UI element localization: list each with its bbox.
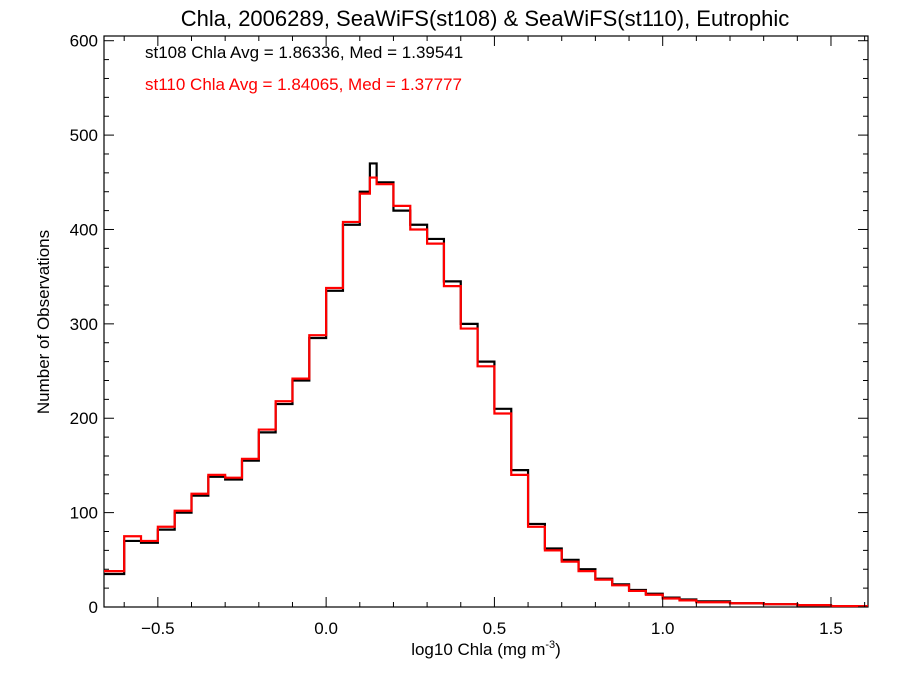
y-tick-label: 100 bbox=[70, 504, 98, 523]
chart-title: Chla, 2006289, SeaWiFS(st108) & SeaWiFS(… bbox=[181, 6, 790, 31]
x-tick-label: 1.5 bbox=[819, 619, 843, 638]
stat-annotation-st110: st110 Chla Avg = 1.84065, Med = 1.37777 bbox=[145, 75, 462, 94]
y-tick-label: 400 bbox=[70, 220, 98, 239]
plot-frame bbox=[103, 35, 869, 608]
x-tick-label: 1.0 bbox=[651, 619, 675, 638]
y-tick-label: 500 bbox=[70, 126, 98, 145]
x-tick-label: 0.5 bbox=[483, 619, 507, 638]
y-tick-label: 0 bbox=[89, 598, 98, 617]
x-axis-label: log10 Chla (mg m-3) bbox=[411, 639, 561, 659]
plot-area: −0.5 0.0 0.5 1.0 1.5 0 100 200 300 400 500 600 bbox=[70, 32, 869, 638]
y-axis-label: Number of Observations bbox=[34, 230, 53, 414]
x-tick-label: 0.0 bbox=[314, 619, 338, 638]
x-axis-label-superscript: -3 bbox=[545, 639, 555, 651]
histogram-series-1 bbox=[104, 176, 868, 608]
y-tick-label: 200 bbox=[70, 409, 98, 428]
y-tick-label: 300 bbox=[70, 315, 98, 334]
histogram-series-0 bbox=[104, 162, 868, 608]
y-tick-label: 600 bbox=[70, 32, 98, 51]
x-axis-label-main: log10 Chla (mg m bbox=[411, 640, 545, 659]
x-axis-label-close: ) bbox=[555, 640, 561, 659]
stat-annotation-st108: st108 Chla Avg = 1.86336, Med = 1.39541 bbox=[145, 43, 463, 62]
x-tick-label: −0.5 bbox=[141, 619, 175, 638]
